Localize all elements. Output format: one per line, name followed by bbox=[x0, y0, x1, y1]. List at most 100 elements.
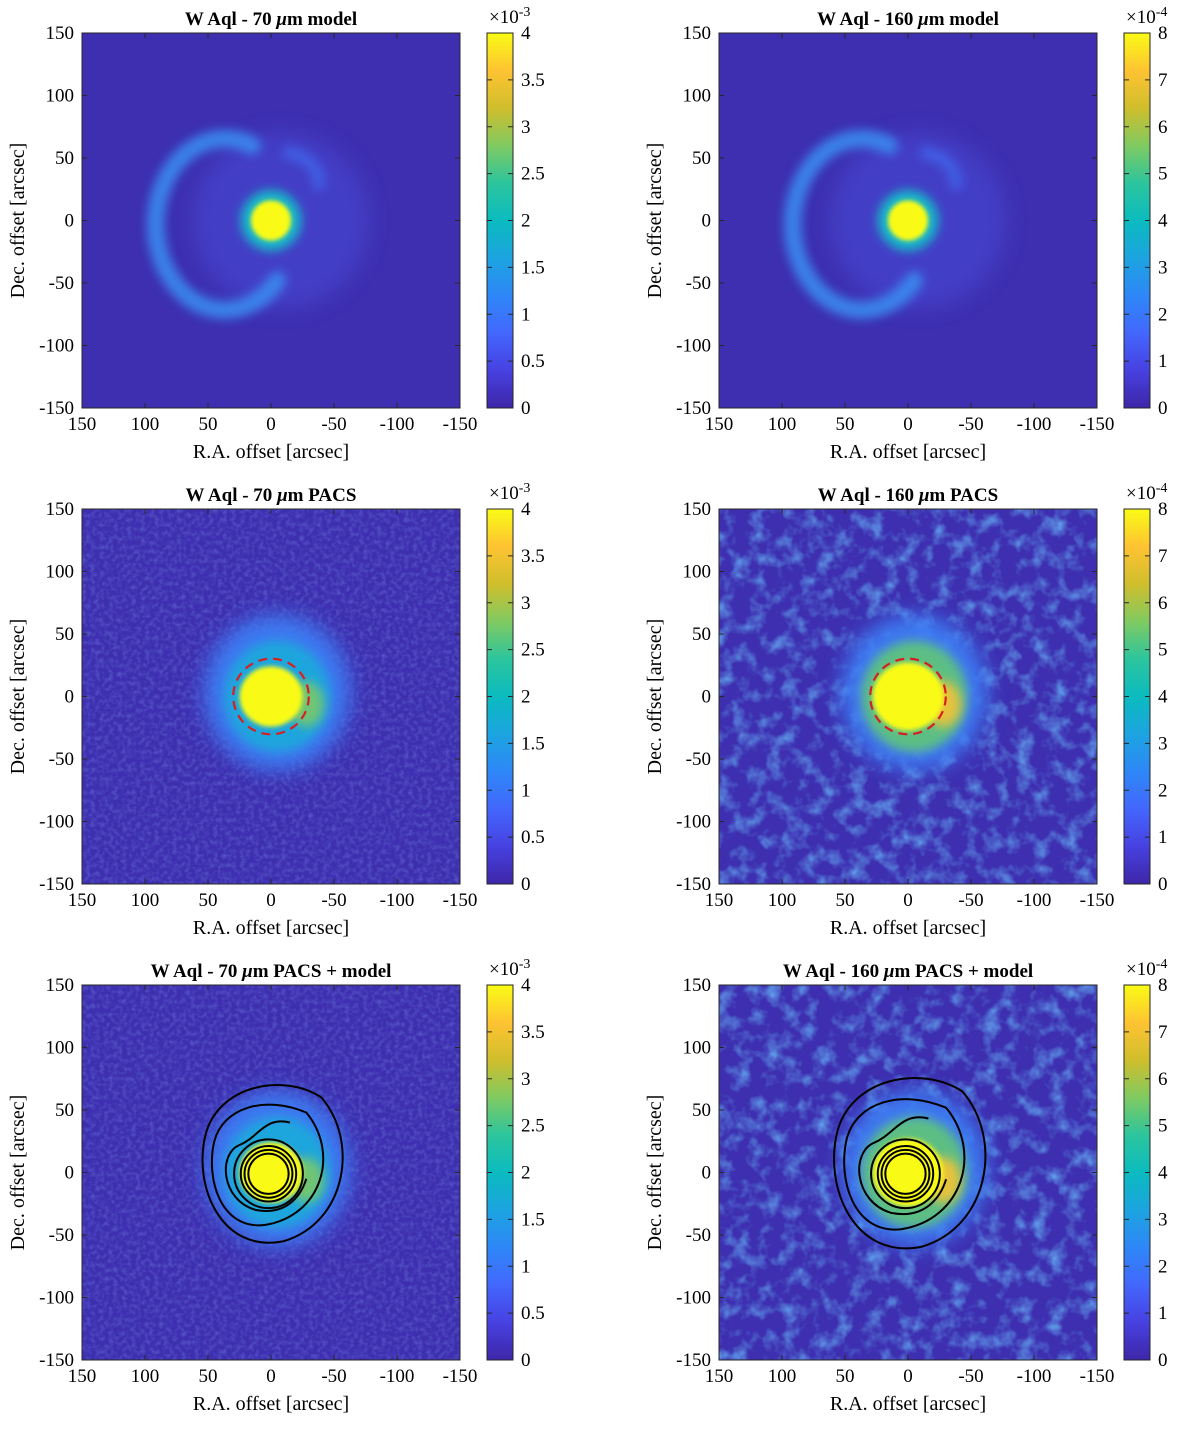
y-axis-label: Dec. offset [arcsec] bbox=[644, 1095, 666, 1251]
colorbar-tick-label: 2 bbox=[521, 1163, 531, 1184]
colorbar-tick-label: 1 bbox=[521, 780, 531, 801]
x-axis-label: R.A. offset [arcsec] bbox=[830, 441, 986, 463]
title-mu: μ bbox=[918, 485, 930, 506]
core bbox=[887, 200, 929, 241]
colorbar-tick-label: 4 bbox=[1158, 687, 1168, 708]
contour-core-3 bbox=[247, 1152, 290, 1195]
y-tick-label: 0 bbox=[65, 211, 75, 232]
y-tick-label: -150 bbox=[676, 874, 711, 895]
colorbar-tick-label: 8 bbox=[1158, 499, 1168, 520]
colorbar-tick-label: 6 bbox=[1158, 117, 1168, 138]
title-prefix: W Aql - 70 bbox=[151, 961, 243, 982]
x-axis-label: R.A. offset [arcsec] bbox=[830, 1393, 986, 1415]
y-tick-label: 150 bbox=[683, 975, 712, 996]
colorbar-tick-label: 0 bbox=[1158, 1350, 1168, 1371]
x-tick-label: -150 bbox=[443, 890, 478, 911]
title-prefix: W Aql - 160 bbox=[817, 9, 918, 30]
dashed-aperture-circle bbox=[869, 657, 947, 736]
multiplier-base: ×10 bbox=[489, 959, 519, 980]
y-tick-label: 100 bbox=[683, 562, 712, 583]
colorbar-tick-label: 3 bbox=[1158, 733, 1168, 754]
colorbar: 8 7 6 5 4 3 2 1 0 ×10-4 bbox=[1123, 957, 1168, 1371]
multiplier-base: ×10 bbox=[489, 483, 519, 504]
x-tick-label: 150 bbox=[705, 890, 734, 911]
colorbar-tick-label: 0.5 bbox=[521, 1303, 545, 1324]
y-tick-label: 100 bbox=[683, 86, 712, 107]
title-prefix: W Aql - 70 bbox=[186, 485, 278, 506]
y-tick-label: -100 bbox=[676, 1288, 711, 1309]
dashed-aperture-circle bbox=[232, 657, 310, 736]
model-contours bbox=[201, 1084, 344, 1244]
tick-marks bbox=[718, 32, 1098, 409]
y-tick-label: -150 bbox=[676, 1350, 711, 1371]
panel-title: W Aql - 70 μm model bbox=[185, 9, 357, 30]
multiplier-base: ×10 bbox=[1126, 7, 1156, 28]
spiral-arc bbox=[783, 129, 924, 319]
y-tick-label: -100 bbox=[676, 336, 711, 357]
x-tick-label: 100 bbox=[768, 890, 797, 911]
x-tick-label: 100 bbox=[768, 414, 797, 435]
colorbar-tick-label: 3.5 bbox=[521, 1022, 545, 1043]
contour-outer bbox=[833, 1077, 987, 1250]
panel-p160model: 150 100 50 0 -50 -100 -150150100500-50-100-150… bbox=[644, 5, 1168, 463]
y-tick-label: 100 bbox=[46, 1038, 75, 1059]
y-tick-label: 50 bbox=[692, 624, 711, 645]
contour-core-1 bbox=[876, 1145, 935, 1203]
title-prefix: W Aql - 160 bbox=[818, 485, 919, 506]
y-tick-label: 50 bbox=[692, 1100, 711, 1121]
heatmap-image bbox=[719, 509, 1097, 884]
colorbar-tick-label: 2 bbox=[521, 687, 531, 708]
colorbar-tick-label: 1 bbox=[1158, 1303, 1168, 1324]
x-tick-label: 100 bbox=[131, 1366, 160, 1387]
y-tick-label: -150 bbox=[676, 398, 711, 419]
core bbox=[872, 662, 944, 731]
panel-p160pacs: 150 100 50 0 -50 -100 -150150100500-50-100-150… bbox=[644, 481, 1168, 939]
panel-p160both: 150 100 50 0 -50 -100 -150150100500-50-100-150… bbox=[644, 957, 1168, 1415]
x-axis-label: R.A. offset [arcsec] bbox=[193, 441, 349, 463]
title-prefix: W Aql - 70 bbox=[185, 9, 277, 30]
x-tick-label: 0 bbox=[903, 414, 913, 435]
x-tick-label: -100 bbox=[380, 1366, 415, 1387]
y-tick-label: 100 bbox=[683, 1038, 712, 1059]
colorbar-tick-label: 5 bbox=[1158, 1116, 1168, 1137]
x-tick-label: -50 bbox=[321, 890, 346, 911]
x-tick-label: -50 bbox=[321, 1366, 346, 1387]
colorbar-tick-label: 3.5 bbox=[521, 546, 545, 567]
x-tick-label: 150 bbox=[705, 1366, 734, 1387]
x-tick-label: 0 bbox=[266, 414, 276, 435]
y-tick-label: 0 bbox=[702, 687, 712, 708]
colorbar-tick-label: 3 bbox=[521, 593, 531, 614]
x-tick-label: -150 bbox=[1080, 414, 1115, 435]
y-axis-label: Dec. offset [arcsec] bbox=[644, 143, 666, 299]
y-tick-label: 150 bbox=[46, 975, 75, 996]
y-tick-label: -100 bbox=[676, 812, 711, 833]
colorbar-tick-label: 0 bbox=[521, 1350, 531, 1371]
colorbar-tick-label: 5 bbox=[1158, 164, 1168, 185]
contour-spiral bbox=[224, 1120, 308, 1212]
panel-title: W Aql - 160 μm PACS + model bbox=[783, 961, 1033, 982]
title-mu: μ bbox=[917, 9, 929, 30]
y-tick-label: 50 bbox=[55, 148, 74, 169]
multiplier-exponent: -4 bbox=[1156, 5, 1168, 20]
contour-middle bbox=[843, 1098, 966, 1231]
x-tick-label: 150 bbox=[705, 414, 734, 435]
colorbar-tick-label: 4 bbox=[1158, 211, 1168, 232]
colorbar: 8 7 6 5 4 3 2 1 0 ×10-4 bbox=[1123, 5, 1168, 419]
x-tick-label: 50 bbox=[199, 1366, 218, 1387]
colorbar-tick-label: 7 bbox=[1158, 546, 1168, 567]
colorbar-tick-label: 2 bbox=[1158, 1256, 1168, 1277]
x-tick-label: -150 bbox=[443, 1366, 478, 1387]
model-contours bbox=[833, 1077, 987, 1250]
spiral-arc bbox=[146, 129, 287, 319]
colorbar: 8 7 6 5 4 3 2 1 0 ×10-4 bbox=[1123, 481, 1168, 895]
panel-title: W Aql - 160 μm model bbox=[817, 9, 999, 30]
colorbar-tick-label: 7 bbox=[1158, 1022, 1168, 1043]
contour-core-1 bbox=[239, 1145, 298, 1203]
colorbar-tick-label: 2 bbox=[1158, 304, 1168, 325]
x-tick-label: 50 bbox=[836, 890, 855, 911]
colorbar-tick-label: 4 bbox=[521, 975, 531, 996]
colorbar: 4 3.5 3 2.5 2 1.5 1 0.5 0 ×10-3 bbox=[486, 5, 545, 419]
x-axis-label: R.A. offset [arcsec] bbox=[193, 1393, 349, 1415]
colorbar-tick-label: 8 bbox=[1158, 975, 1168, 996]
colorbar-tick-label: 1.5 bbox=[521, 257, 545, 278]
